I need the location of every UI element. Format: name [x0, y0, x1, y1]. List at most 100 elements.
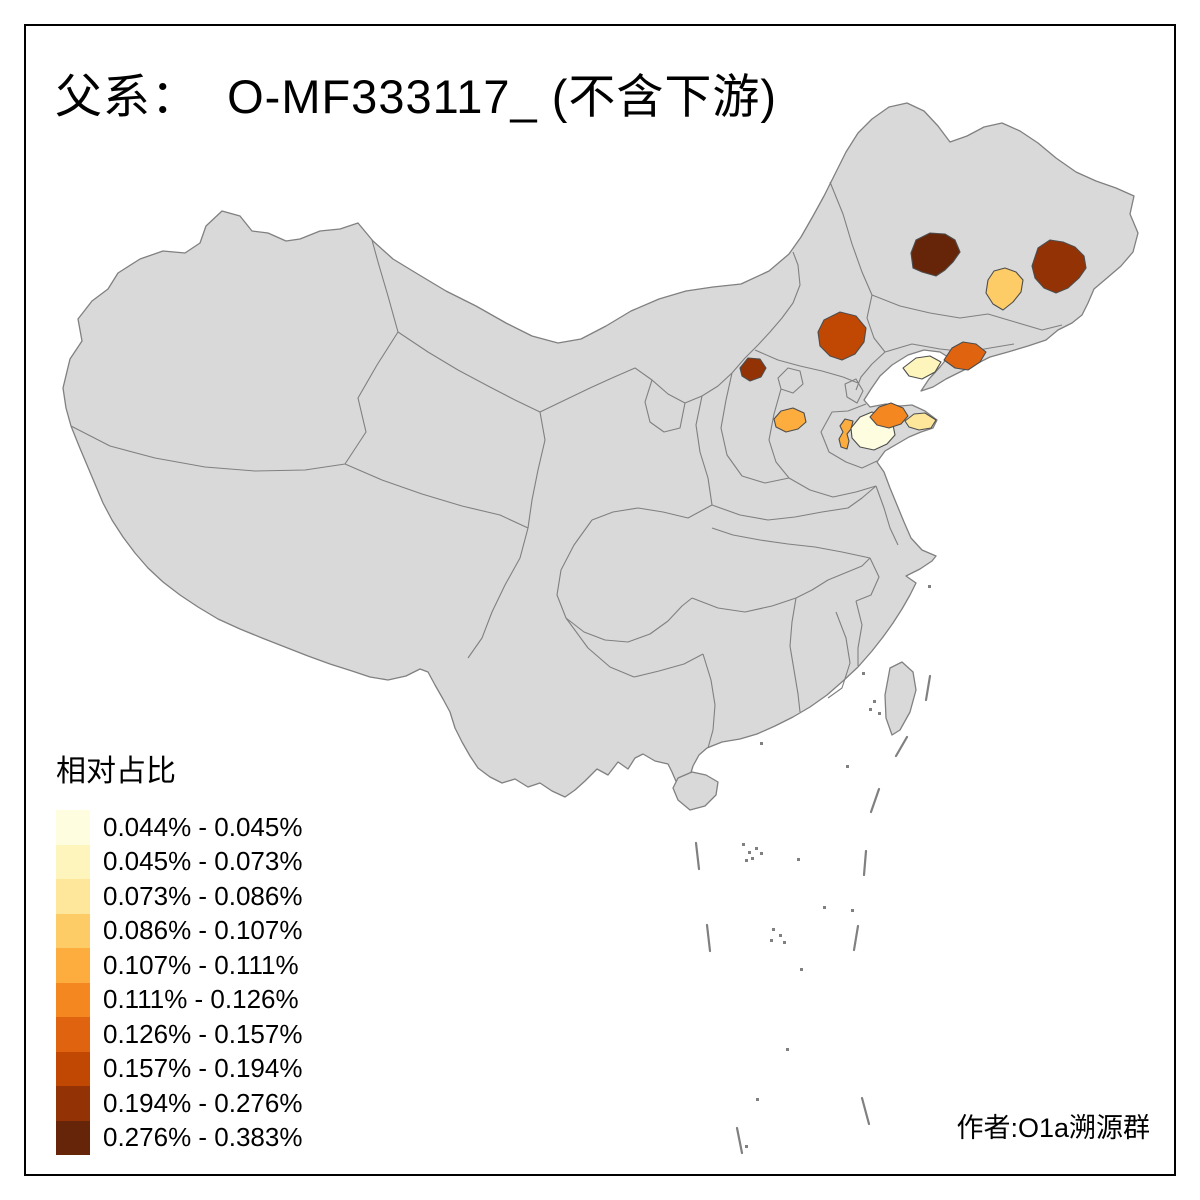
- island-dot: [928, 585, 931, 588]
- legend-label: 0.276% - 0.383%: [103, 1122, 303, 1153]
- province-boundary: [855, 600, 863, 666]
- attribution-text: 作者:O1a溯源群: [956, 1113, 1150, 1143]
- island-dot: [742, 843, 745, 846]
- island-dot: [756, 1098, 759, 1101]
- province-boundary: [844, 378, 864, 404]
- province-boundary: [70, 425, 346, 472]
- legend-row: 0.073% - 0.086%: [56, 879, 386, 914]
- island-dot: [748, 851, 751, 854]
- province-boundary: [788, 477, 877, 498]
- island-dot: [862, 672, 865, 675]
- legend-label: 0.157% - 0.194%: [103, 1053, 303, 1084]
- legend-title: 相对占比: [56, 755, 176, 788]
- hainan-island: [672, 771, 719, 811]
- province-boundary: [829, 181, 873, 296]
- province-boundary: [695, 395, 713, 506]
- province-boundary: [611, 251, 801, 404]
- region-dandong-area: [943, 341, 987, 371]
- taiwan-island: [884, 661, 917, 736]
- page-title: 父系： O-MF333117_ (不含下游): [55, 70, 778, 123]
- region-harbin-area: [985, 267, 1024, 311]
- dash-segment: [694, 674, 932, 1155]
- island-dot: [745, 859, 748, 862]
- province-boundary: [720, 372, 743, 477]
- island-dot: [770, 939, 773, 942]
- legend-swatch: [56, 844, 90, 879]
- province-boundary: [691, 597, 797, 613]
- province-boundary: [820, 403, 878, 469]
- island-dot: [869, 708, 872, 711]
- legend-label: 0.194% - 0.276%: [103, 1087, 303, 1118]
- island-dot: [779, 934, 782, 937]
- legend-label: 0.045% - 0.073%: [103, 846, 303, 877]
- region-datong-area: [739, 357, 767, 382]
- island-dot: [745, 1145, 748, 1148]
- legend-swatch: [56, 810, 90, 845]
- province-boundary: [875, 485, 899, 546]
- province-boundary: [871, 294, 1063, 331]
- province-boundary: [344, 463, 529, 529]
- small-islands: [742, 585, 931, 1148]
- legend-row: 0.086% - 0.107%: [56, 913, 386, 948]
- region-jiamusi-area: [1031, 239, 1087, 294]
- island-dot: [797, 858, 800, 861]
- island-dot: [800, 968, 803, 971]
- legend-swatch: [56, 1051, 90, 1086]
- legend-label: 0.073% - 0.086%: [103, 880, 303, 911]
- legend-row: 0.194% - 0.276%: [56, 1086, 386, 1121]
- island-dot: [878, 712, 881, 715]
- region-zibo-area: [838, 418, 854, 450]
- province-boundary: [344, 239, 399, 465]
- legend-label: 0.111% - 0.126%: [103, 984, 299, 1015]
- legend-row: 0.157% - 0.194%: [56, 1051, 386, 1086]
- legend-rows: 0.044% - 0.045% 0.045% - 0.073% 0.073% -…: [56, 810, 386, 1155]
- island-dot: [851, 909, 854, 912]
- island-dot: [846, 765, 849, 768]
- legend-label: 0.107% - 0.111%: [103, 949, 299, 980]
- island-dot: [760, 742, 763, 745]
- island-dot: [760, 852, 763, 855]
- region-weihai-area: [904, 412, 937, 431]
- legend-row: 0.044% - 0.045%: [56, 810, 386, 845]
- island-dot: [755, 847, 758, 850]
- nine-dash-line: [694, 674, 932, 1155]
- region-tongliao-area: [817, 311, 867, 361]
- province-boundary: [591, 504, 713, 521]
- province-boundary: [565, 617, 635, 678]
- legend-swatch: [56, 948, 90, 983]
- province-boundary: [539, 377, 613, 413]
- province-boundary: [711, 485, 877, 521]
- legend-row: 0.045% - 0.073%: [56, 844, 386, 879]
- province-boundary: [866, 294, 886, 353]
- province-boundary: [467, 527, 529, 659]
- legend-row: 0.126% - 0.157%: [56, 1017, 386, 1052]
- legend-label: 0.086% - 0.107%: [103, 915, 303, 946]
- island-dot: [823, 906, 826, 909]
- legend-row: 0.107% - 0.111%: [56, 948, 386, 983]
- province-boundary: [397, 331, 541, 413]
- legend-swatch: [56, 913, 90, 948]
- province-boundary: [702, 653, 716, 749]
- island-dot: [772, 928, 775, 931]
- region-qiqihar-area: [910, 232, 961, 277]
- legend-swatch: [56, 1086, 90, 1121]
- province-boundary: [827, 611, 851, 699]
- province-boundary: [711, 527, 871, 559]
- island-dot: [873, 700, 876, 703]
- province-boundary: [741, 475, 790, 484]
- island-dot: [783, 941, 786, 944]
- region-shijiazhuang-area: [773, 407, 807, 433]
- legend-swatch: [56, 879, 90, 914]
- province-boundary: [633, 653, 704, 678]
- legend: 相对占比 0.044% - 0.045% 0.045% - 0.073% 0.0…: [56, 746, 386, 1155]
- legend-row: 0.276% - 0.383%: [56, 1120, 386, 1155]
- highlighted-regions: [739, 232, 1087, 451]
- island-dot: [751, 857, 754, 860]
- mainland-group: [62, 102, 1139, 811]
- island-dot: [786, 1048, 789, 1051]
- region-dalian-area: [902, 355, 942, 380]
- province-boundary: [768, 388, 790, 479]
- legend-label: 0.126% - 0.157%: [103, 1018, 303, 1049]
- legend-label: 0.044% - 0.045%: [103, 811, 303, 842]
